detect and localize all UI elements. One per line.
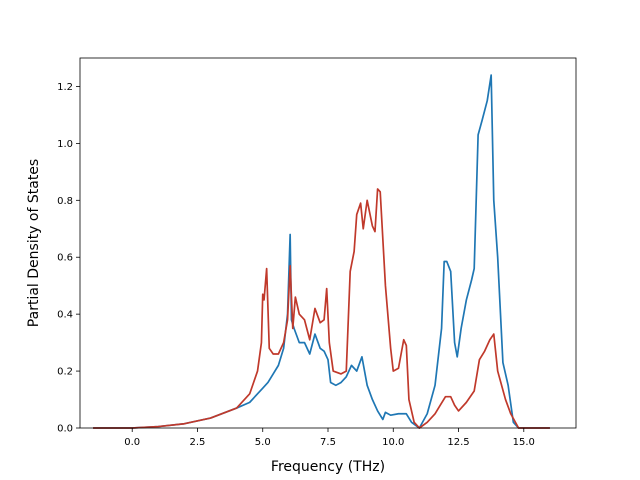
x-tick-label: 2.5 [190, 437, 206, 448]
series-line-1 [93, 74, 550, 429]
y-tick-label: 0.6 [57, 253, 73, 264]
x-tick-label: 12.5 [447, 437, 469, 448]
x-axis-label: Frequency (THz) [271, 459, 385, 475]
y-tick-label: 1.2 [57, 82, 73, 93]
series-layer [93, 74, 550, 429]
x-axis: 0.0 2.5 5.0 7.5 10.0 12.5 15.0 [124, 428, 535, 448]
y-tick-label: 0.4 [57, 310, 73, 321]
x-tick-label: 5.0 [255, 437, 271, 448]
series-line-2 [93, 188, 550, 429]
x-tick-label: 15.0 [513, 437, 535, 448]
y-axis-label: Partial Density of States [26, 159, 42, 327]
y-tick-label: 0.2 [57, 367, 73, 378]
x-tick-label: 10.0 [382, 437, 404, 448]
x-tick-label: 7.5 [320, 437, 336, 448]
y-tick-label: 1.0 [57, 139, 73, 150]
y-tick-label: 0.8 [57, 196, 73, 207]
y-tick-label: 0.0 [57, 424, 73, 435]
y-axis: 0.0 0.2 0.4 0.6 0.8 1.0 1.2 [57, 82, 80, 435]
x-tick-label: 0.0 [124, 437, 140, 448]
